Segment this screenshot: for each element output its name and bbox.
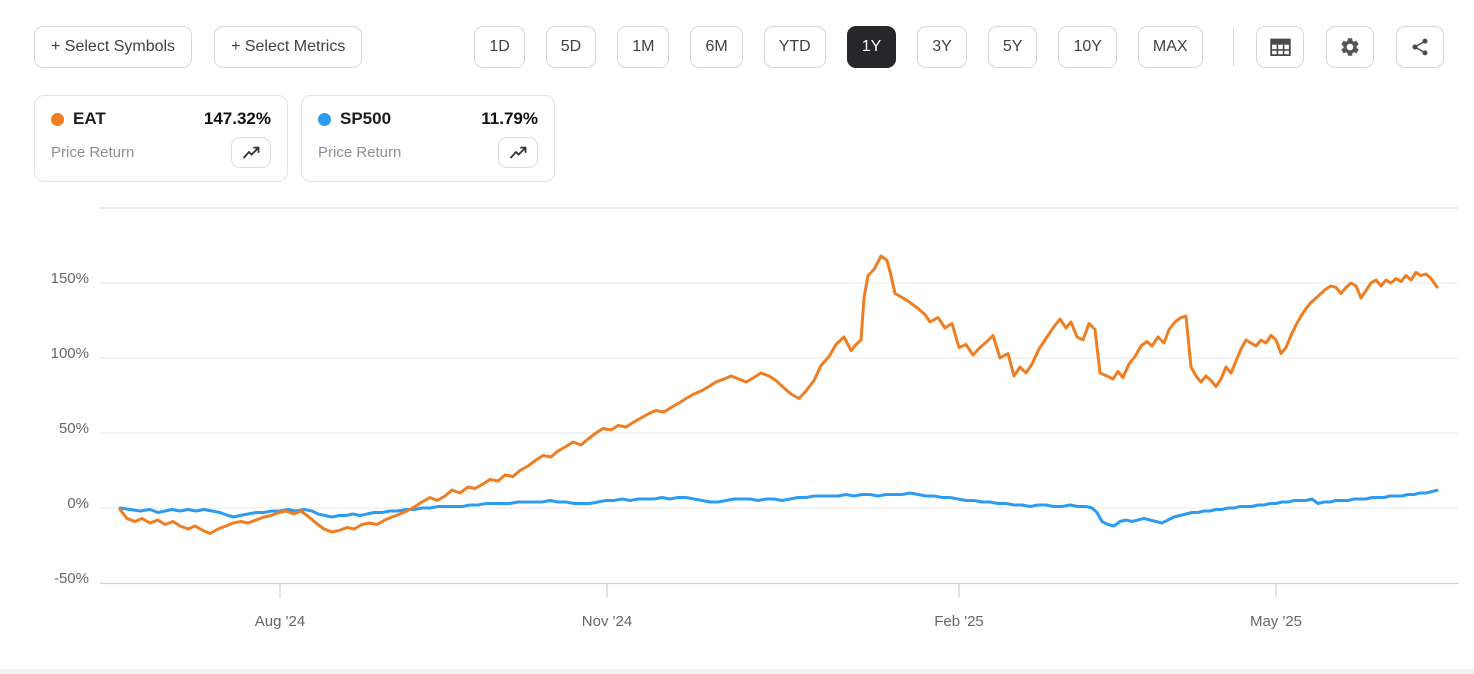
share-icon xyxy=(1412,38,1428,56)
table-view-button[interactable] xyxy=(1256,26,1304,68)
series-color-dot xyxy=(318,112,331,126)
y-axis-label-50: 50% xyxy=(59,420,89,437)
x-axis-label-0: Aug '24 xyxy=(255,613,305,630)
metric-label: Price Return xyxy=(318,144,402,161)
range-button-3y[interactable]: 3Y xyxy=(917,26,967,68)
legend-card-eat[interactable]: EAT 147.32% Price Return xyxy=(34,95,288,182)
range-button-5y[interactable]: 5Y xyxy=(987,26,1038,68)
range-button-max[interactable]: MAX xyxy=(1137,26,1203,68)
return-value: 147.32% xyxy=(203,109,271,128)
x-axis-label-1: Nov '24 xyxy=(582,613,632,630)
share-button[interactable] xyxy=(1396,26,1444,68)
return-value: 11.79% xyxy=(481,109,538,128)
range-button-group: 1D 5D 1M 6M YTD 1Y 3Y 5Y 10Y MAX xyxy=(474,26,1203,68)
settings-icon xyxy=(1341,38,1359,56)
metric-label: Price Return xyxy=(51,144,135,161)
y-axis-label-150: 150% xyxy=(51,270,89,287)
symbol-label: EAT xyxy=(73,109,106,128)
y-axis-label--50: -50% xyxy=(54,570,89,587)
y-axis-label-0: 0% xyxy=(67,495,89,512)
trending-up-icon xyxy=(509,146,526,159)
settings-button[interactable] xyxy=(1326,26,1374,68)
toolbar: + Select Symbols + Select Metrics 1D 5D 1M… xyxy=(0,0,1474,68)
select-metrics-button[interactable]: + Select Metrics xyxy=(214,26,363,68)
legend-cards: EAT 147.32% Price Return SP500 11.79% Price R… xyxy=(0,68,1474,182)
range-button-ytd[interactable]: YTD xyxy=(763,26,826,68)
tool-button-group xyxy=(1233,26,1444,68)
series-color-dot xyxy=(51,112,64,126)
selector-group: + Select Symbols + Select Metrics xyxy=(34,26,363,68)
series-line-sp500 xyxy=(118,488,1439,528)
x-axis-label-2: Feb '25 xyxy=(934,613,984,630)
trend-toggle-button[interactable] xyxy=(498,137,538,168)
y-axis-label-100: 100% xyxy=(51,345,89,362)
range-button-1d[interactable]: 1D xyxy=(474,26,525,68)
x-axis-label-3: May '25 xyxy=(1250,613,1302,630)
series-line-eat xyxy=(118,254,1439,535)
range-button-1y[interactable]: 1Y xyxy=(846,26,897,68)
table-icon xyxy=(1269,38,1291,56)
range-button-6m[interactable]: 6M xyxy=(690,26,743,68)
legend-card-sp500[interactable]: SP500 11.79% Price Return xyxy=(301,95,555,182)
trending-up-icon xyxy=(242,146,259,159)
range-button-10y[interactable]: 10Y xyxy=(1058,26,1117,68)
select-symbols-button[interactable]: + Select Symbols xyxy=(34,26,193,68)
range-button-1m[interactable]: 1M xyxy=(617,26,670,68)
trend-toggle-button[interactable] xyxy=(231,137,271,168)
range-button-5d[interactable]: 5D xyxy=(545,26,597,68)
page-bottom-divider xyxy=(0,669,1474,674)
toolbar-divider xyxy=(1233,28,1234,66)
symbol-label: SP500 xyxy=(340,109,392,128)
